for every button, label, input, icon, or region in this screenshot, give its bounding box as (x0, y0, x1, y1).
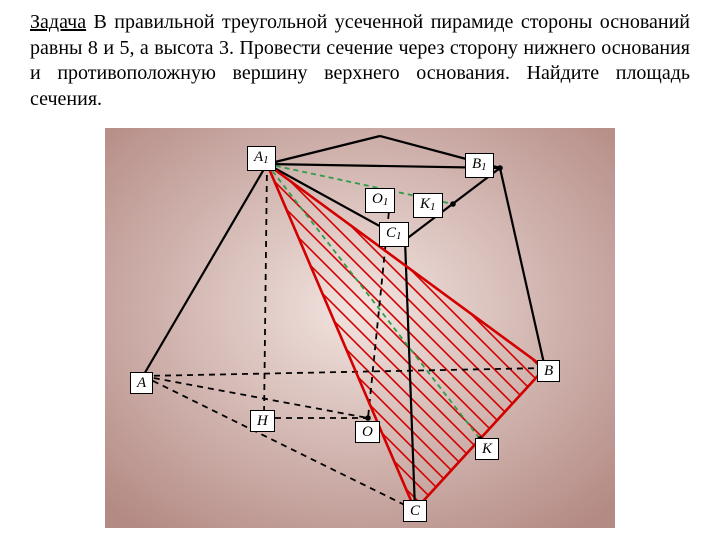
pyramid-svg (105, 128, 615, 528)
label-O1: O1 (365, 188, 395, 213)
pyramid-figure: A1 B1 O1 K1C1 A B H O K C (105, 128, 615, 528)
label-C: C (403, 500, 427, 522)
label-A1: A1 (247, 146, 276, 171)
label-H: H (250, 410, 275, 432)
label-B: B (537, 360, 560, 382)
problem-body: В правильной треугольной усеченной пирам… (30, 11, 690, 110)
problem-lead: Задача (30, 11, 86, 33)
label-K1: K1 (413, 193, 443, 218)
label-K: K (475, 438, 499, 460)
label-B1: B1 (465, 153, 494, 178)
label-A: A (130, 372, 153, 394)
label-C1: C1 (379, 222, 409, 247)
label-O: O (355, 421, 380, 443)
problem-text: Задача В правильной треугольной усеченно… (30, 10, 690, 112)
